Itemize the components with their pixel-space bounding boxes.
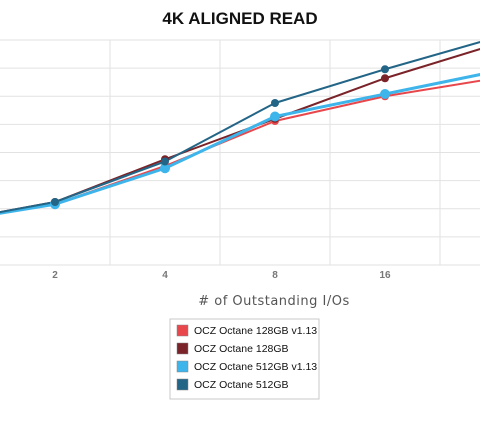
data-point-ocz-octane-128gb [381,74,389,83]
data-point-ocz-octane-512gb-v1-13 [270,111,280,122]
legend-entries: OCZ Octane 128GB v1.13 OCZ Octane 128GB OC… [176,324,317,391]
data-point-ocz-octane-512gb-v1-13 [380,89,390,99]
legend-label: OCZ Octane 512GB [194,379,289,391]
data-point-ocz-octane-512gb [161,157,169,166]
legend-label: OCZ Octane 128GB v1.13 [194,325,317,337]
x-tick-label: 4 [162,270,168,281]
x-tick-label: 2 [52,270,58,281]
series-points [50,65,390,210]
legend-label: OCZ Octane 128GB [194,343,289,355]
x-tick-label: 16 [379,270,391,281]
x-tick-label: 8 [272,270,278,281]
series-line-ocz-octane-128gb-v1-13 [0,79,480,215]
data-point-ocz-octane-512gb [381,65,389,74]
plot-grid [0,39,480,266]
x-tick-labels: 2 4 8 16 [52,270,391,281]
x-axis-label: # of Outstanding I/Os [198,294,350,309]
legend-swatch [176,360,189,373]
chart-title: 4K ALIGNED READ [162,9,317,28]
legend-swatch [176,324,189,337]
data-point-ocz-octane-512gb [271,99,279,107]
legend-swatch [176,342,189,355]
data-point-ocz-octane-512gb-v1-13 [160,163,170,174]
data-point-ocz-octane-512gb [51,198,59,206]
series-line-ocz-octane-512gb [0,41,480,214]
series-line-ocz-octane-512gb-v1-13 [0,73,480,215]
legend-label: OCZ Octane 512GB v1.13 [194,361,317,373]
series-lines [0,41,480,215]
legend: OCZ Octane 128GB v1.13 OCZ Octane 128GB OC… [169,318,320,400]
legend-box [169,318,320,400]
legend-swatch [176,378,189,391]
